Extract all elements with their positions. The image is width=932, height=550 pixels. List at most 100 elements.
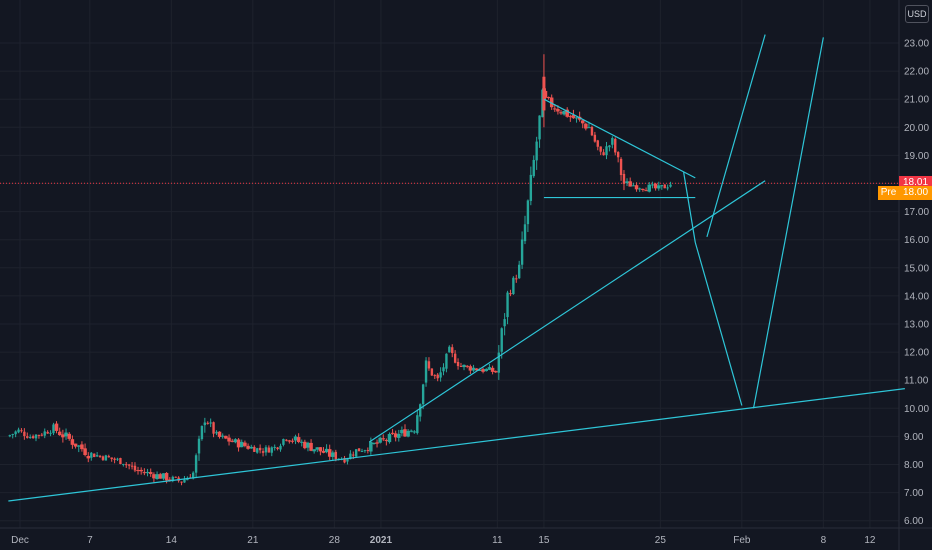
candle-body <box>559 112 563 114</box>
candle-body <box>282 438 285 445</box>
candle-body <box>553 108 557 110</box>
candle-body <box>26 436 29 438</box>
trend-line <box>683 172 696 243</box>
candle-body <box>309 442 313 451</box>
candle-body <box>28 437 32 439</box>
candle-body <box>634 185 639 190</box>
candle-body <box>261 451 265 453</box>
y-tick-label: 21.00 <box>904 95 929 106</box>
candle-body <box>669 184 672 187</box>
candle-body <box>142 472 147 474</box>
candle-body <box>459 365 463 367</box>
candle-body <box>500 328 503 352</box>
candle-body <box>324 448 329 453</box>
candle-body <box>276 447 279 449</box>
candle-body <box>456 361 460 367</box>
candle-body <box>125 464 128 466</box>
candle-body <box>290 440 295 442</box>
y-tick-label: 15.00 <box>904 263 929 274</box>
candle-body <box>321 450 326 453</box>
candle-body <box>127 464 131 466</box>
candle-body <box>171 476 175 481</box>
candle-body <box>227 437 231 442</box>
candle-body <box>200 426 204 440</box>
candle-body <box>608 145 611 148</box>
candle-body <box>49 432 52 434</box>
y-tick-label: 16.00 <box>904 235 929 246</box>
candle-body <box>471 367 476 371</box>
candle-body <box>107 456 110 458</box>
candle-body <box>133 465 137 471</box>
y-tick-label: 8.00 <box>904 460 924 471</box>
candle-body <box>209 422 212 424</box>
y-tick-label: 22.00 <box>904 67 929 78</box>
candle-body <box>95 455 99 457</box>
candle-body <box>602 152 605 156</box>
candle-body <box>293 436 298 441</box>
candle-body <box>346 458 349 462</box>
currency-badge[interactable]: USD <box>905 5 929 23</box>
candle-body <box>641 188 645 190</box>
candle-body <box>619 158 623 176</box>
candle-body <box>546 97 551 99</box>
candle-body <box>647 184 651 192</box>
candle-body <box>253 446 256 452</box>
candle-body <box>503 319 506 327</box>
candle-body <box>239 441 244 448</box>
candle-body <box>174 476 177 478</box>
candle-body <box>217 431 222 437</box>
candle-body <box>484 369 488 372</box>
y-tick-label: 13.00 <box>904 320 929 331</box>
candle-body <box>243 442 247 446</box>
candle-body <box>334 451 338 460</box>
candle-body <box>381 438 386 440</box>
candle-body <box>406 430 410 437</box>
candle-body <box>139 469 143 472</box>
candle-body <box>158 474 162 479</box>
candle-body <box>8 435 12 437</box>
candle-body <box>625 181 629 184</box>
candle-body <box>206 422 209 424</box>
candle-body <box>183 479 186 483</box>
candle-body <box>543 90 548 98</box>
candle-body <box>73 443 78 447</box>
trend-line <box>368 180 766 443</box>
candle-body <box>90 452 93 458</box>
candle-body <box>517 264 521 279</box>
candle-body <box>264 447 268 453</box>
candle-body <box>145 471 150 474</box>
candle-body <box>631 185 636 187</box>
candle-body <box>246 445 250 449</box>
candle-body <box>61 434 65 438</box>
candle-body <box>497 352 501 373</box>
candle-body <box>372 442 376 444</box>
trend-line <box>8 388 905 502</box>
candle-body <box>343 458 346 463</box>
candle-body <box>442 367 445 372</box>
candle-body <box>270 447 273 453</box>
candle-body <box>663 184 666 189</box>
candle-body <box>650 184 655 186</box>
candle-body <box>605 146 608 156</box>
candle-body <box>249 446 254 449</box>
candle-body <box>360 451 364 453</box>
candle-body <box>203 422 207 426</box>
candle-body <box>653 183 658 189</box>
x-tick-label: 28 <box>329 535 341 546</box>
candle-body <box>523 224 527 242</box>
candle-body <box>574 117 579 119</box>
candle-body <box>130 465 134 467</box>
candle-body <box>233 439 238 443</box>
candle-body <box>397 433 401 438</box>
candle-body <box>104 455 108 461</box>
candle-body <box>220 435 225 437</box>
candle-body <box>354 449 358 457</box>
candle-body <box>40 434 44 436</box>
candle-body <box>481 369 485 372</box>
candle-body <box>191 472 195 479</box>
candle-body <box>587 127 591 129</box>
candle-body <box>529 174 533 201</box>
y-tick-label: 10.00 <box>904 404 929 415</box>
